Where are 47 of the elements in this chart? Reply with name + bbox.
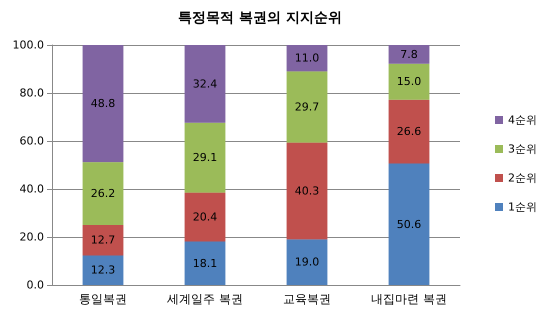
legend-label: 2순위 (508, 172, 537, 184)
data-label: 48.8 (90, 97, 116, 110)
bar (286, 45, 328, 72)
x-tick-label: 교육복권 (283, 292, 331, 306)
y-tick-label: 80.0 (20, 86, 44, 100)
bar (82, 162, 124, 225)
data-label: 40.3 (294, 184, 320, 198)
data-label: 50.6 (396, 218, 422, 231)
bar (388, 100, 430, 164)
x-tick-label: 통일복권 (79, 292, 127, 306)
data-label: 26.2 (90, 187, 116, 200)
bar (388, 164, 430, 285)
bar (82, 255, 124, 285)
x-tick-label: 세계일주 복권 (167, 292, 243, 306)
bar (388, 45, 430, 64)
data-label: 29.7 (294, 100, 320, 114)
legend-label: 4순위 (508, 114, 537, 126)
data-label: 15.0 (396, 75, 422, 88)
bar (184, 192, 226, 242)
chart-title: 특정목적 복권의 지지순위 (178, 10, 342, 26)
bar (184, 242, 226, 285)
y-tick-label: 0.0 (26, 278, 44, 292)
data-label: 19.0 (294, 256, 320, 269)
data-label: 12.7 (90, 234, 116, 247)
data-label: 29.1 (192, 151, 218, 164)
bar (286, 142, 328, 240)
data-label: 12.3 (90, 264, 116, 277)
y-tick-label: 100.0 (12, 38, 44, 52)
bar (286, 239, 328, 285)
bar (82, 45, 124, 162)
legend-label: 3순위 (508, 142, 537, 156)
bar (388, 64, 430, 100)
data-label: 11.0 (294, 52, 320, 65)
bar (184, 45, 226, 123)
data-label: 20.4 (192, 210, 218, 224)
x-tick-label: 내집마련 복권 (371, 292, 447, 306)
legend-label: 1순위 (508, 200, 537, 214)
data-label: 18.1 (192, 256, 218, 270)
data-label: 32.4 (192, 77, 218, 90)
y-tick-label: 20.0 (20, 230, 44, 244)
y-tick-label: 60.0 (20, 134, 44, 148)
bar (82, 225, 124, 256)
data-label: 7.8 (400, 48, 418, 61)
y-tick-label: 40.0 (20, 182, 44, 196)
data-label: 26.6 (396, 125, 422, 138)
bar (184, 122, 226, 193)
bar (286, 71, 328, 143)
